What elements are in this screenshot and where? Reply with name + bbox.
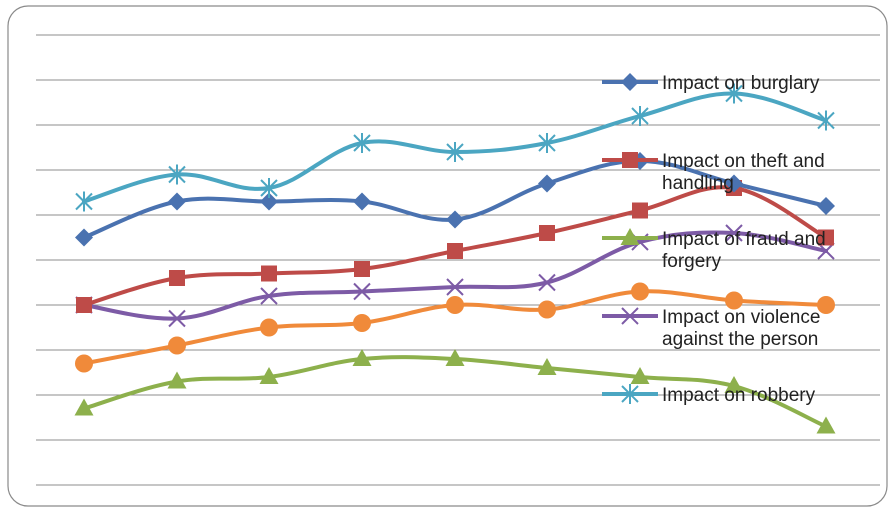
series-1-point-6 xyxy=(632,203,648,219)
series-5-point-4 xyxy=(446,296,464,314)
series-5-point-0 xyxy=(75,355,93,373)
legend-label-1-1: handling xyxy=(662,173,734,194)
legend-label-2-0: Impact of fraud and xyxy=(662,229,826,250)
legend-label-2-1: forgery xyxy=(662,251,722,272)
legend-label-1-0: Impact on theft and xyxy=(662,151,825,172)
series-5-point-6 xyxy=(631,283,649,301)
series-5-point-1 xyxy=(168,337,186,355)
series-1-point-3 xyxy=(354,261,370,277)
legend-label-3-0: Impact on violence xyxy=(662,307,820,328)
series-1-point-2 xyxy=(261,266,277,282)
series-5-point-3 xyxy=(353,314,371,332)
series-1-point-0 xyxy=(76,297,92,313)
legend-label-0-0: Impact on burglary xyxy=(662,73,820,94)
series-5-point-5 xyxy=(538,301,556,319)
series-1-point-4 xyxy=(447,243,463,259)
legend-label-4-0: Impact on robbery xyxy=(662,385,816,406)
legend-label-3-1: against the person xyxy=(662,329,818,350)
series-5-point-2 xyxy=(260,319,278,337)
series-1-point-1 xyxy=(169,270,185,286)
legend-swatch-marker-1 xyxy=(622,152,638,168)
series-1-point-5 xyxy=(539,225,555,241)
